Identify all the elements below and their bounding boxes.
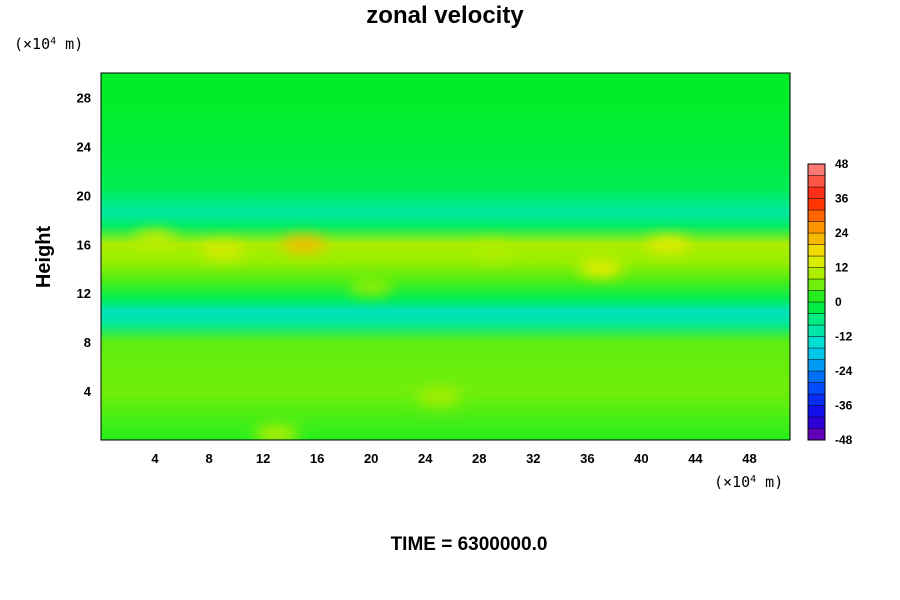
hotspot [281,236,326,253]
x-tick-label: 48 [742,451,756,466]
field-background [101,73,790,440]
x-tick-label: 20 [364,451,378,466]
colorbar-cell [807,186,826,199]
y-axis-unit: (×104 m) [14,35,83,53]
y-axis-ticks: 4 8 12 16 20 24 28 [77,90,92,399]
y-axis-label: Height [33,226,55,289]
colorbar-cell [807,393,826,406]
colorbar-tick-label: -12 [835,330,853,344]
colorbar: 48 36 24 12 0 -12 -24 -36 -48 [807,157,853,447]
x-tick-label: 24 [418,451,433,466]
colorbar-cell [807,175,826,188]
plot-area [100,72,791,441]
colorbar-tick-label: 24 [835,226,849,240]
colorbar-cell [807,267,826,280]
colorbar-cell [807,324,826,337]
y-tick-label: 4 [84,384,92,399]
x-tick-label: 36 [580,451,594,466]
plot-frame [100,72,791,441]
y-tick-label: 12 [77,286,91,301]
colorbar-tick-label: 0 [835,295,842,309]
hotspot [349,279,394,296]
colorbar-tick-label: 12 [835,261,849,275]
colorbar-cell [807,255,826,268]
x-tick-label: 44 [688,451,703,466]
colorbar-cell [807,244,826,257]
colorbar-cell [807,313,826,326]
colorbar-cell [807,336,826,349]
time-label: TIME = 6300000.0 [391,534,548,555]
hotspot [133,230,178,247]
hotspot-layer [133,230,691,440]
hotspot [646,236,691,253]
colorbar-frame [807,163,826,441]
colorbar-cell [807,301,826,314]
colorbar-ticks: 48 36 24 12 0 -12 -24 -36 -48 [835,157,853,447]
colorbar-tick-label: -36 [835,399,853,413]
hotspot [578,260,623,277]
x-axis-ticks: 4 8 12 16 20 24 28 32 36 40 44 48 [151,451,756,466]
colorbar-cell [807,405,826,418]
colorbar-cell [807,278,826,291]
x-tick-label: 40 [634,451,648,466]
colorbar-tick-label: 48 [835,157,849,171]
colorbar-cell [807,347,826,360]
colorbar-cells [807,163,826,441]
colorbar-tick-label: -48 [835,433,853,447]
colorbar-cell [807,370,826,383]
x-tick-label: 16 [310,451,324,466]
hotspot [470,242,515,259]
colorbar-cell [807,359,826,372]
hotspot [254,425,299,440]
hotspot [416,389,461,406]
x-tick-label: 8 [205,451,212,466]
colorbar-cell [807,428,826,441]
colorbar-cell [807,232,826,245]
x-tick-label: 28 [472,451,486,466]
colorbar-cell [807,382,826,395]
x-tick-label: 12 [256,451,270,466]
x-tick-label: 32 [526,451,540,466]
colorbar-cell [807,198,826,211]
hotspot [200,242,245,259]
colorbar-cell [807,416,826,429]
y-tick-label: 24 [77,139,92,154]
colorbar-cell [807,163,826,176]
y-tick-label: 16 [77,237,91,252]
colorbar-cell [807,290,826,303]
y-tick-label: 28 [77,90,91,105]
colorbar-cell [807,221,826,234]
x-tick-label: 4 [151,451,159,466]
colorbar-cell [807,209,826,222]
y-tick-label: 8 [84,335,91,350]
x-axis-unit: (×104 m) [714,473,783,491]
colorbar-tick-label: -24 [835,364,853,378]
y-tick-label: 20 [77,188,91,203]
chart-title: zonal velocity [366,2,524,29]
colorbar-tick-label: 36 [835,192,849,206]
